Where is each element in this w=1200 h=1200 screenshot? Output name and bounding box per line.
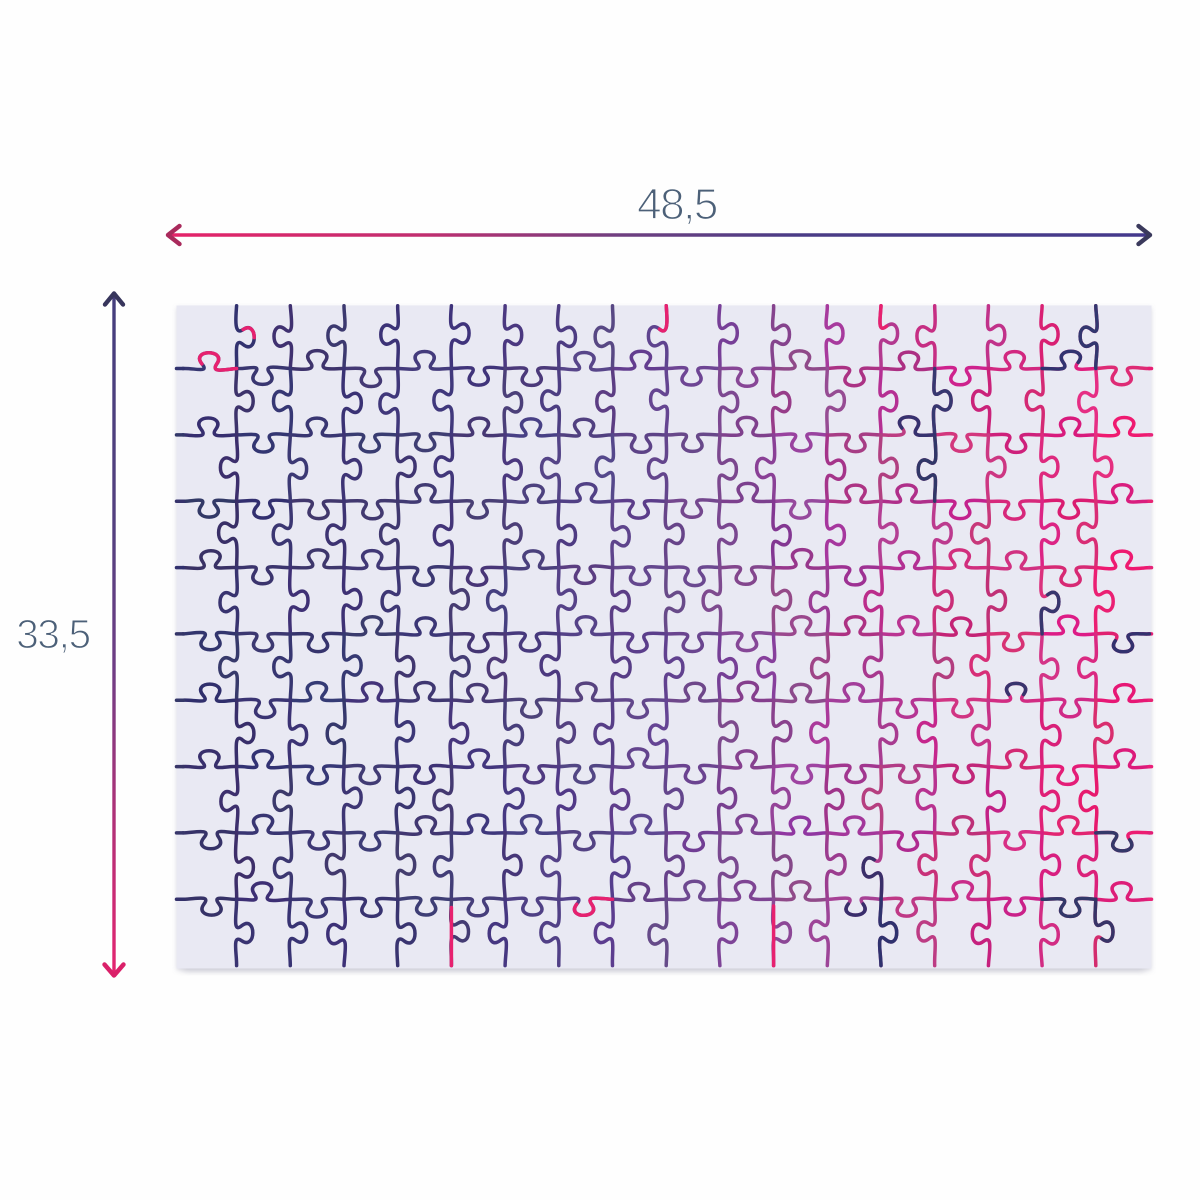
svg-text:33,5: 33,5: [16, 611, 90, 657]
svg-text:48,5: 48,5: [637, 180, 717, 229]
